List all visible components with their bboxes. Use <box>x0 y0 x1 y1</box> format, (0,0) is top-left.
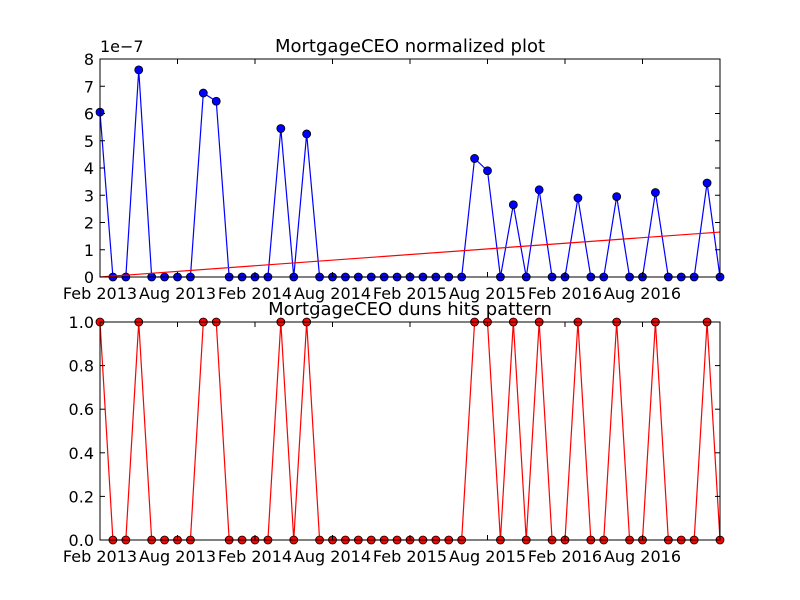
top-data-point <box>302 129 312 139</box>
top-y-tick-label: 6 <box>84 105 94 124</box>
top-y-tick-label: 2 <box>84 214 94 233</box>
bottom-x-tick-label: Feb 2015 <box>373 547 447 566</box>
top-data-point <box>508 200 518 210</box>
bottom-y-tick-label: 0.2 <box>69 487 94 506</box>
top-x-tick-label: Aug 2013 <box>139 284 216 303</box>
top-x-tick-label: Aug 2014 <box>294 284 371 303</box>
top-data-point <box>702 178 712 188</box>
top-y-tick-label: 1 <box>84 241 94 260</box>
bottom-x-tick-label: Aug 2014 <box>294 547 371 566</box>
top-subplot: MortgageCEO normalized plot 1e−7 0 1 2 3 4 5 6… <box>63 36 725 303</box>
bottom-chart-title: MortgageCEO duns hits pattern <box>268 299 552 320</box>
top-y-offset-label: 1e−7 <box>100 37 144 56</box>
top-x-tick-label: Aug 2016 <box>604 284 681 303</box>
bottom-y-tick-label: 0.8 <box>69 357 94 376</box>
top-x-tick-label: Feb 2015 <box>373 284 447 303</box>
top-data-point <box>612 192 622 202</box>
top-x-tick-label: Feb 2016 <box>528 284 602 303</box>
top-data-point <box>573 193 583 203</box>
bottom-x-tick-label: Aug 2013 <box>139 547 216 566</box>
bottom-x-tick-label: Aug 2016 <box>604 547 681 566</box>
top-y-tick-label: 7 <box>84 77 94 96</box>
bottom-x-tick-label: Feb 2013 <box>63 547 137 566</box>
bottom-y-tick-label: 0.0 <box>69 531 94 550</box>
bottom-x-tick-label: Feb 2016 <box>528 547 602 566</box>
top-y-tick-label: 4 <box>84 159 94 178</box>
bottom-subplot: MortgageCEO duns hits pattern 0.0 0.2 0.4 0… <box>63 299 725 566</box>
top-data-point <box>198 88 208 98</box>
top-chart-title: MortgageCEO normalized plot <box>275 36 545 57</box>
top-y-tick-label: 3 <box>84 186 94 205</box>
top-x-tick-label: Aug 2015 <box>449 284 526 303</box>
top-y-tick-label: 8 <box>84 50 94 69</box>
top-data-point <box>470 154 479 163</box>
top-data-point <box>651 188 660 197</box>
top-x-tick-label: Feb 2013 <box>63 284 137 303</box>
bottom-y-tick-label: 0.6 <box>69 400 94 419</box>
top-x-tick-label: Feb 2014 <box>218 284 292 303</box>
bottom-y-tick-label: 1.0 <box>69 313 94 332</box>
top-y-tick-label: 0 <box>84 268 94 287</box>
top-data-point <box>134 65 144 75</box>
top-data-point <box>276 124 286 133</box>
bottom-x-tick-label: Feb 2014 <box>218 547 292 566</box>
top-y-tick-label: 5 <box>84 132 94 151</box>
top-data-point <box>211 96 221 106</box>
top-data-point <box>483 166 492 176</box>
top-data-point <box>534 185 544 195</box>
bottom-y-tick-label: 0.4 <box>69 444 94 463</box>
bottom-x-tick-label: Aug 2015 <box>449 547 526 566</box>
top-trend-line <box>99 231 721 278</box>
